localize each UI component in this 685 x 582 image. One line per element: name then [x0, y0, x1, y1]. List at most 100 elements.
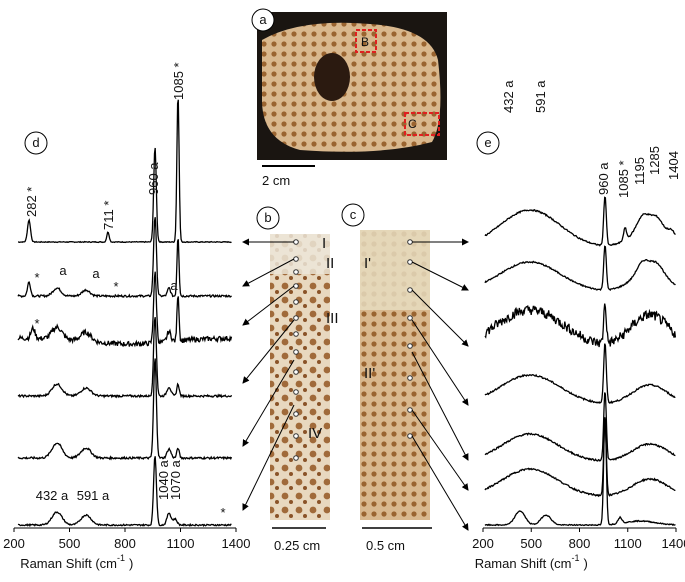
spectrum	[17, 316, 233, 399]
arrow	[242, 258, 295, 287]
peak-annotation: 960 a	[596, 162, 611, 195]
arrow	[242, 319, 295, 384]
panel-label: e	[484, 135, 491, 150]
sample-point	[293, 369, 299, 375]
photo-b	[270, 234, 330, 520]
spectrum	[484, 392, 676, 462]
spectrum	[484, 303, 677, 348]
peak-annotation: a	[59, 263, 67, 278]
sample-point	[407, 287, 413, 293]
sample-point	[293, 299, 299, 305]
peak-annotation: *	[113, 279, 118, 294]
sample-point	[407, 433, 413, 439]
peak-annotation: 432 a	[36, 488, 69, 503]
peak-annotation: a	[92, 266, 100, 281]
spectrum	[17, 456, 232, 528]
arrow	[242, 285, 295, 326]
arrow	[411, 261, 469, 291]
region-box	[404, 112, 440, 136]
spectrum	[17, 358, 233, 461]
peak-annotation: 1070 a	[168, 459, 183, 500]
arrow	[411, 409, 469, 491]
sample-point	[407, 343, 413, 349]
spectrum	[484, 245, 676, 292]
sample-point	[293, 455, 299, 461]
region-label: B	[361, 35, 369, 49]
panel-label-circle	[476, 131, 500, 155]
tick-label: 200	[3, 536, 25, 551]
sample-point	[293, 256, 299, 262]
spectrum	[484, 343, 676, 404]
zone-label: II	[326, 255, 334, 272]
sample-point	[293, 239, 299, 245]
spectrum	[484, 417, 676, 527]
peak-annotation: 432 a	[501, 80, 516, 113]
sample-point	[407, 407, 413, 413]
panel-label: a	[259, 12, 267, 27]
sample-point	[293, 315, 299, 321]
tick-label: 1400	[662, 536, 685, 551]
region-label: C	[408, 117, 417, 131]
spectrum	[18, 99, 232, 244]
tick-label: 800	[569, 536, 591, 551]
panel-label: b	[264, 210, 271, 225]
zone-label: III	[326, 310, 339, 327]
tick-label: 1100	[614, 536, 642, 551]
scale-label: 0.25 cm	[274, 538, 320, 553]
peak-annotation: 591 a	[77, 488, 110, 503]
panel-label-circle	[256, 206, 280, 230]
sample-point	[293, 433, 299, 439]
peak-annotation: 711 *	[101, 201, 116, 230]
region-box	[355, 29, 377, 53]
spectrum	[17, 271, 233, 348]
sample-point	[407, 239, 413, 245]
peak-annotation: *	[34, 270, 39, 285]
axis-title-sup: -1	[572, 553, 580, 563]
peak-annotation: 960 a	[146, 162, 161, 195]
arrow	[411, 435, 469, 531]
sample-point	[293, 283, 299, 289]
peak-annotation: 1040 a	[156, 459, 171, 500]
photo-b-top	[270, 234, 330, 274]
sample-point	[407, 375, 413, 381]
spectrum	[484, 196, 676, 247]
arrow	[411, 319, 469, 406]
tick-label: 800	[114, 536, 136, 551]
spectrum	[484, 421, 676, 498]
sample-point	[293, 331, 299, 337]
panel-label-circle	[341, 203, 365, 227]
peak-annotation: 1085 *	[171, 62, 186, 100]
peak-annotation: 1404	[666, 151, 681, 180]
zone-label: IV	[308, 425, 322, 442]
scale-label: 2 cm	[262, 173, 290, 188]
arrow	[411, 351, 469, 461]
peak-annotation: *	[34, 316, 39, 331]
panel-label-circle	[24, 131, 48, 155]
panel-label-circle	[251, 8, 275, 32]
peak-annotation: 1285	[647, 146, 662, 175]
peak-annotation: a	[170, 278, 178, 293]
zone-label: I'	[364, 255, 371, 272]
tick-label: 200	[472, 536, 494, 551]
spectrum	[17, 217, 232, 299]
sample-point	[293, 269, 299, 275]
sample-point	[407, 315, 413, 321]
bone-section	[262, 22, 441, 152]
peak-annotation: 282 *	[24, 187, 39, 217]
axis-title: Raman Shift (cm	[20, 556, 117, 571]
bone-cavity	[314, 53, 350, 101]
arrow	[411, 289, 469, 347]
tick-label: 1400	[222, 536, 251, 551]
sample-point	[293, 411, 299, 417]
peak-annotation: 1085 *	[616, 160, 631, 198]
zone-label: II'	[364, 365, 375, 382]
axis-title-end: )	[129, 556, 133, 571]
axis-title-end: )	[584, 556, 588, 571]
tick-label: 1100	[167, 536, 195, 551]
axis-title-sup: -1	[117, 553, 125, 563]
zone-label: I	[322, 235, 326, 252]
tick-label: 500	[520, 536, 542, 551]
arrow	[242, 404, 295, 511]
arrow	[242, 359, 295, 447]
